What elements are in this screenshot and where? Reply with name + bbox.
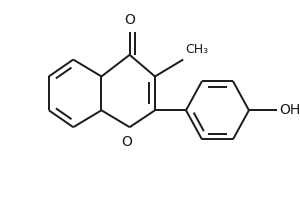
Text: O: O	[122, 135, 132, 149]
Text: OH: OH	[279, 103, 300, 117]
Text: CH₃: CH₃	[185, 43, 208, 56]
Text: O: O	[124, 13, 135, 27]
